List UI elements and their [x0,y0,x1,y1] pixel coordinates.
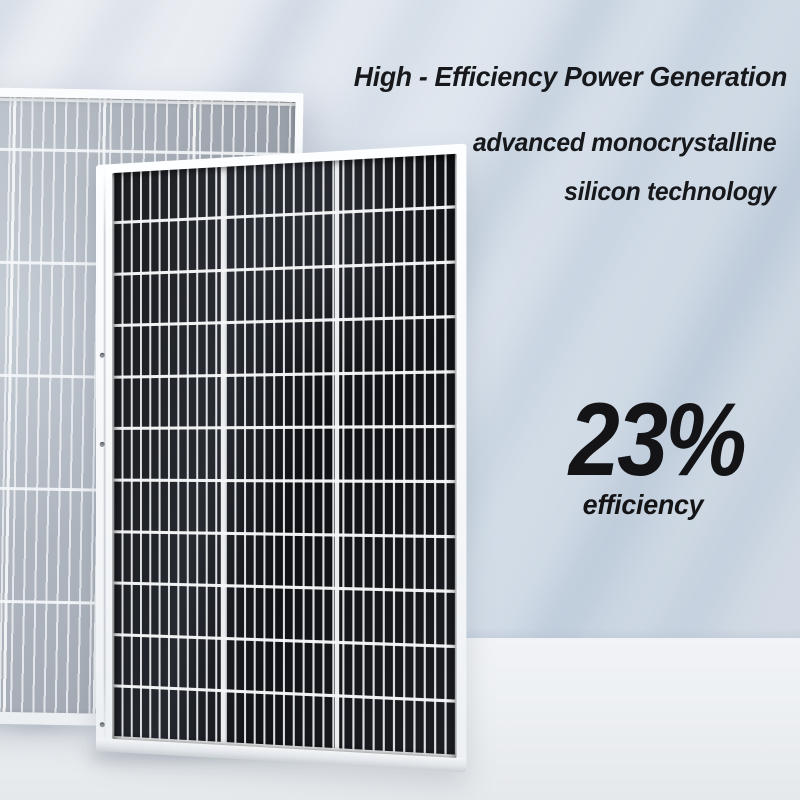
stat-value: 23% [568,382,747,498]
screw-hole-icon [99,441,105,447]
subline-2-text: silicon technology [564,176,776,206]
stat-label: efficiency [582,489,704,520]
front-panel-cells [112,153,457,758]
front-solar-panel [96,143,467,773]
front-panel-frame-edge [103,168,106,748]
subline-1-text: advanced monocrystalline [472,127,777,157]
headline-text: High - Efficiency Power Generation [353,61,788,92]
screw-hole-icon [99,721,105,728]
screw-hole-icon [99,352,105,358]
